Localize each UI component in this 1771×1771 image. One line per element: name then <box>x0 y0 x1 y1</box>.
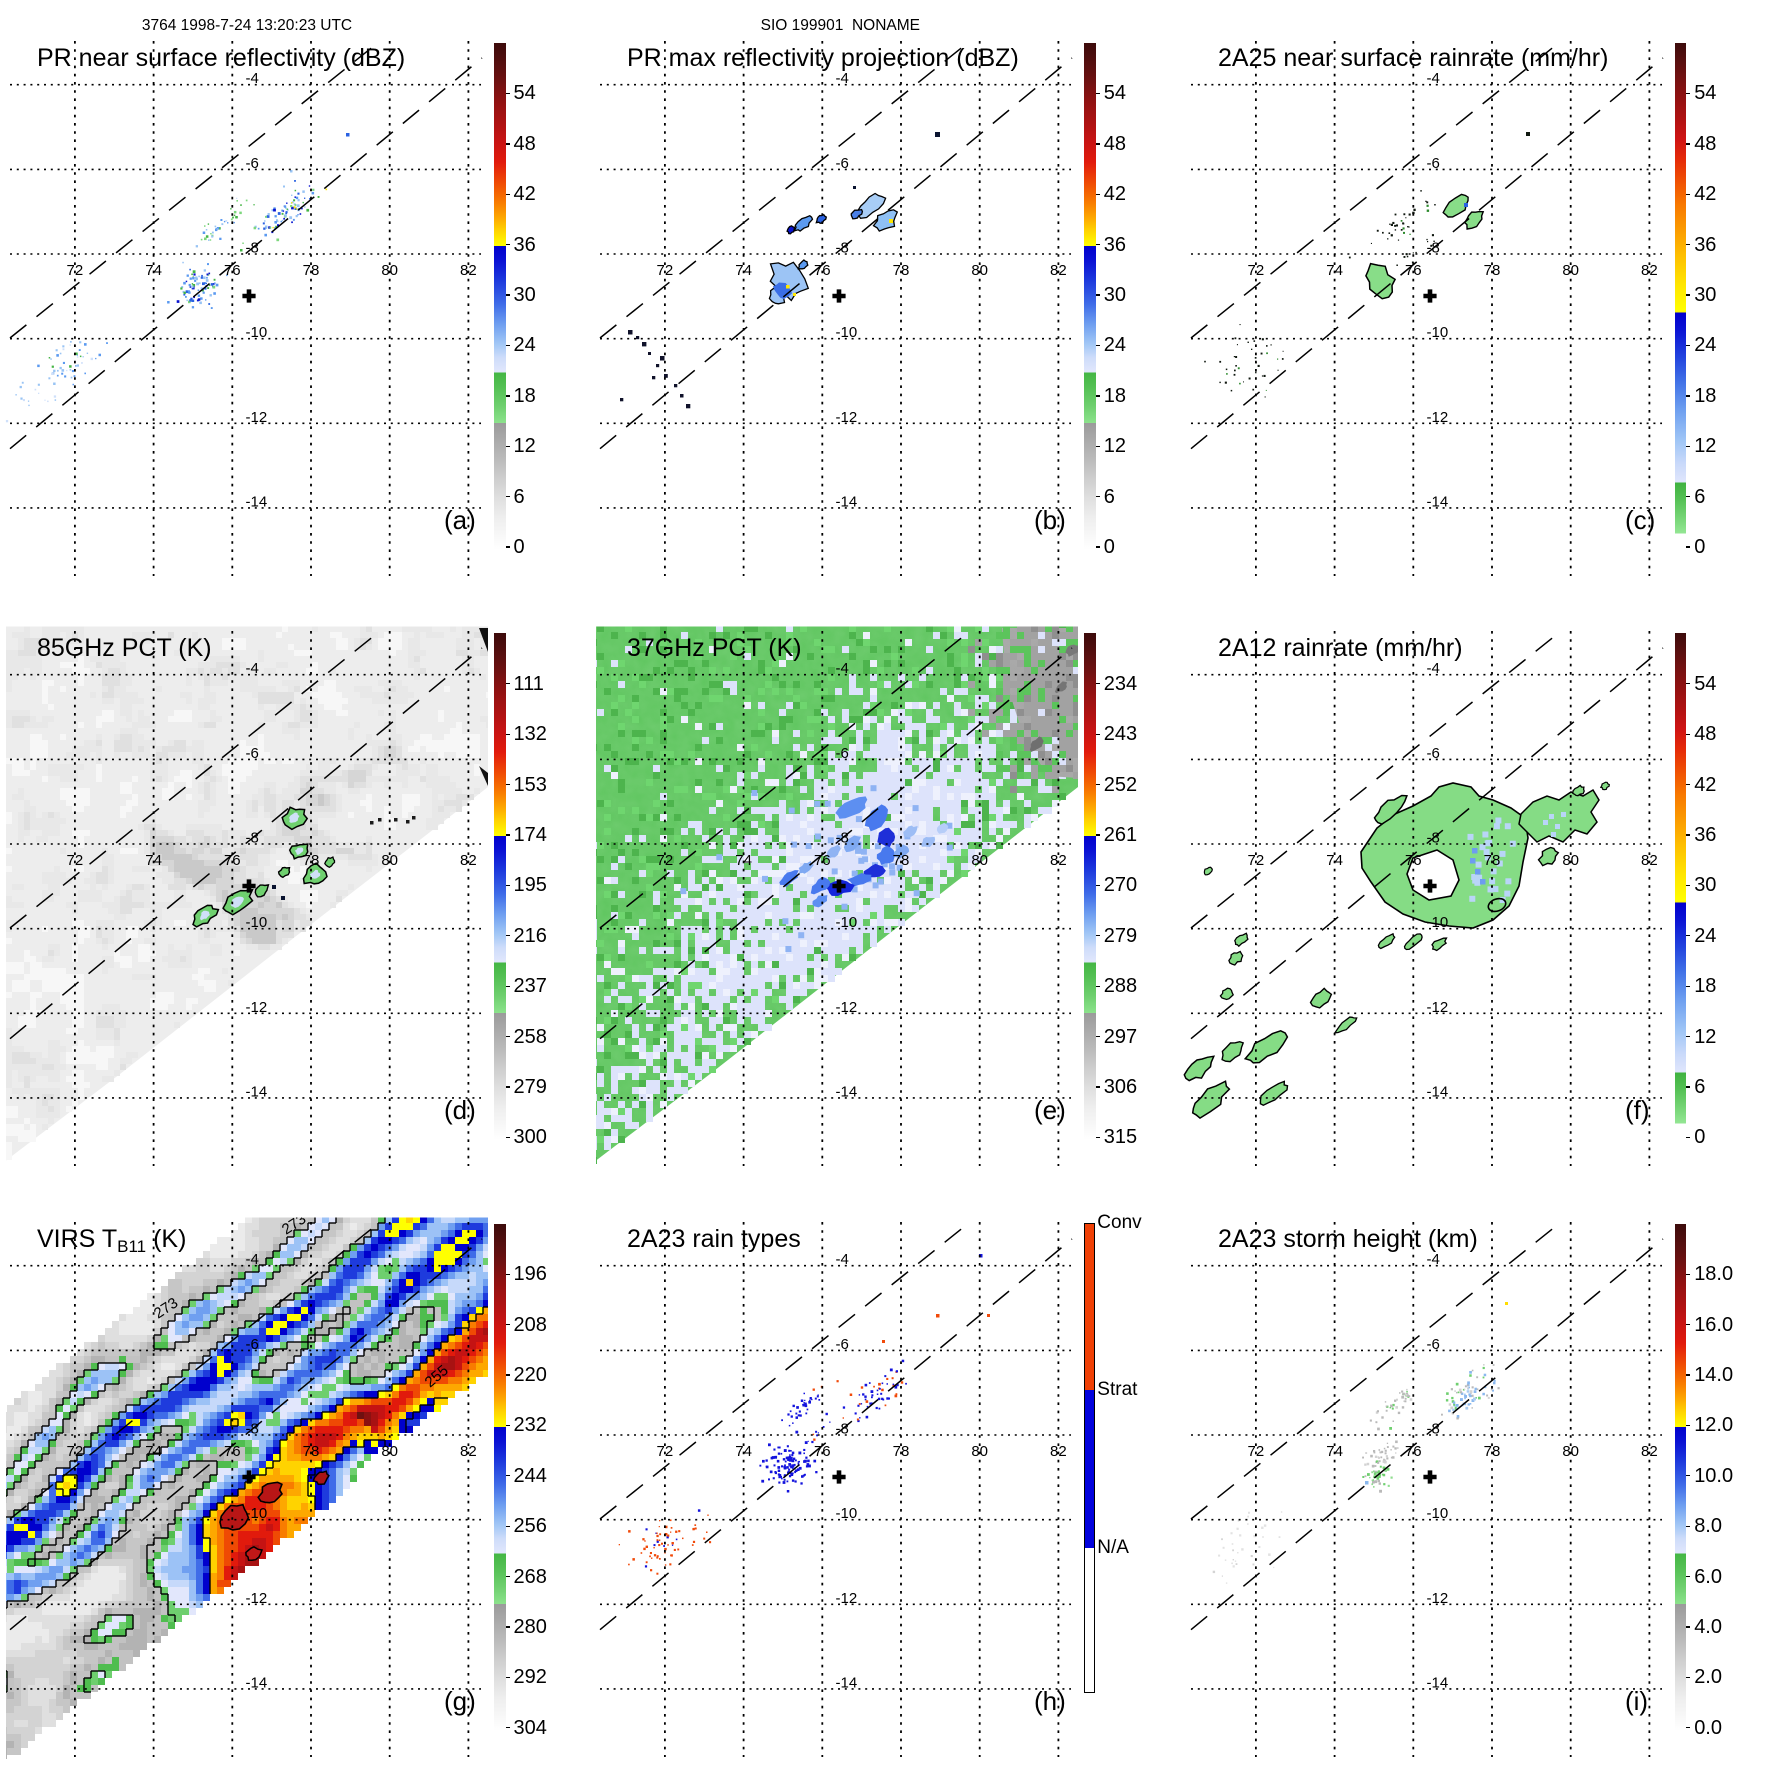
svg-text:76: 76 <box>814 262 831 279</box>
svg-text:82: 82 <box>1641 852 1658 869</box>
svg-text:74: 74 <box>736 852 753 869</box>
svg-text:-8: -8 <box>246 830 259 847</box>
svg-text:74: 74 <box>145 852 162 869</box>
svg-text:72: 72 <box>657 262 674 279</box>
svg-text:-6: -6 <box>1426 745 1439 762</box>
svg-text:-12: -12 <box>246 409 268 426</box>
svg-text:78: 78 <box>303 262 320 279</box>
svg-text:78: 78 <box>893 262 910 279</box>
svg-text:(b): (b) <box>1034 505 1066 535</box>
svg-text:85GHz PCT (K): 85GHz PCT (K) <box>37 634 212 662</box>
svg-text:-4: -4 <box>246 70 259 87</box>
svg-text:-14: -14 <box>1426 493 1448 510</box>
svg-text:(c): (c) <box>1625 505 1655 535</box>
svg-text:-12: -12 <box>246 999 268 1016</box>
svg-text:72: 72 <box>657 852 674 869</box>
svg-text:-6: -6 <box>246 155 259 172</box>
svg-text:72: 72 <box>67 262 84 279</box>
svg-text:78: 78 <box>1483 852 1500 869</box>
svg-text:-12: -12 <box>1426 999 1448 1016</box>
svg-text:-14: -14 <box>836 493 858 510</box>
svg-text:-4: -4 <box>1426 70 1439 87</box>
svg-text:82: 82 <box>1641 262 1658 279</box>
svg-text:-8: -8 <box>1426 240 1439 257</box>
svg-text:-4: -4 <box>246 660 259 677</box>
svg-text:(a): (a) <box>444 505 476 535</box>
svg-text:(e): (e) <box>1034 1095 1066 1125</box>
svg-text:-10: -10 <box>246 914 268 931</box>
svg-text:82: 82 <box>460 262 477 279</box>
svg-text:76: 76 <box>224 262 241 279</box>
svg-text:72: 72 <box>67 852 84 869</box>
svg-text:74: 74 <box>1326 852 1343 869</box>
svg-text:-14: -14 <box>246 493 268 510</box>
svg-text:74: 74 <box>145 262 162 279</box>
svg-text:(d): (d) <box>444 1095 476 1125</box>
svg-text:-10: -10 <box>836 914 858 931</box>
svg-text:80: 80 <box>1562 262 1579 279</box>
svg-text:72: 72 <box>1247 852 1264 869</box>
svg-text:-14: -14 <box>246 1084 268 1101</box>
svg-text:80: 80 <box>972 852 989 869</box>
svg-text:78: 78 <box>303 852 320 869</box>
svg-text:80: 80 <box>381 852 398 869</box>
svg-text:82: 82 <box>1050 262 1067 279</box>
svg-text:-8: -8 <box>836 240 849 257</box>
svg-text:2A12 rainrate (mm/hr): 2A12 rainrate (mm/hr) <box>1218 634 1463 662</box>
svg-text:-10: -10 <box>1426 324 1448 341</box>
svg-text:PR near surface reflectivity (: PR near surface reflectivity (dBZ) <box>37 44 405 72</box>
svg-text:-6: -6 <box>836 155 849 172</box>
svg-text:76: 76 <box>1405 852 1422 869</box>
svg-text:-8: -8 <box>246 240 259 257</box>
svg-text:-10: -10 <box>836 324 858 341</box>
svg-text:-10: -10 <box>1426 914 1448 931</box>
svg-text:80: 80 <box>381 262 398 279</box>
svg-text:-12: -12 <box>836 999 858 1016</box>
svg-text:76: 76 <box>224 852 241 869</box>
svg-text:-12: -12 <box>836 409 858 426</box>
svg-text:78: 78 <box>1483 262 1500 279</box>
svg-text:-12: -12 <box>1426 409 1448 426</box>
svg-text:74: 74 <box>736 262 753 279</box>
svg-text:76: 76 <box>814 852 831 869</box>
svg-text:2A25 near surface rainrate (mm: 2A25 near surface rainrate (mm/hr) <box>1218 44 1608 72</box>
svg-text:-8: -8 <box>836 830 849 847</box>
svg-text:-8: -8 <box>1426 830 1439 847</box>
svg-text:78: 78 <box>893 852 910 869</box>
svg-text:-14: -14 <box>836 1084 858 1101</box>
svg-text:82: 82 <box>1050 852 1067 869</box>
svg-text:-6: -6 <box>1426 155 1439 172</box>
svg-text:80: 80 <box>1562 852 1579 869</box>
svg-text:-4: -4 <box>1426 660 1439 677</box>
svg-text:-6: -6 <box>246 745 259 762</box>
svg-text:74: 74 <box>1326 262 1343 279</box>
svg-text:-4: -4 <box>836 660 849 677</box>
svg-text:82: 82 <box>460 852 477 869</box>
svg-text:-6: -6 <box>836 745 849 762</box>
svg-text:76: 76 <box>1405 262 1422 279</box>
svg-text:37GHz PCT (K): 37GHz PCT (K) <box>627 634 802 662</box>
svg-text:-14: -14 <box>1426 1084 1448 1101</box>
svg-text:(f): (f) <box>1625 1095 1650 1125</box>
svg-text:80: 80 <box>972 262 989 279</box>
svg-text:-10: -10 <box>246 324 268 341</box>
svg-text:-4: -4 <box>836 70 849 87</box>
svg-text:PR max reflectivity projection: PR max reflectivity projection (dBZ) <box>627 44 1019 72</box>
svg-text:72: 72 <box>1247 262 1264 279</box>
